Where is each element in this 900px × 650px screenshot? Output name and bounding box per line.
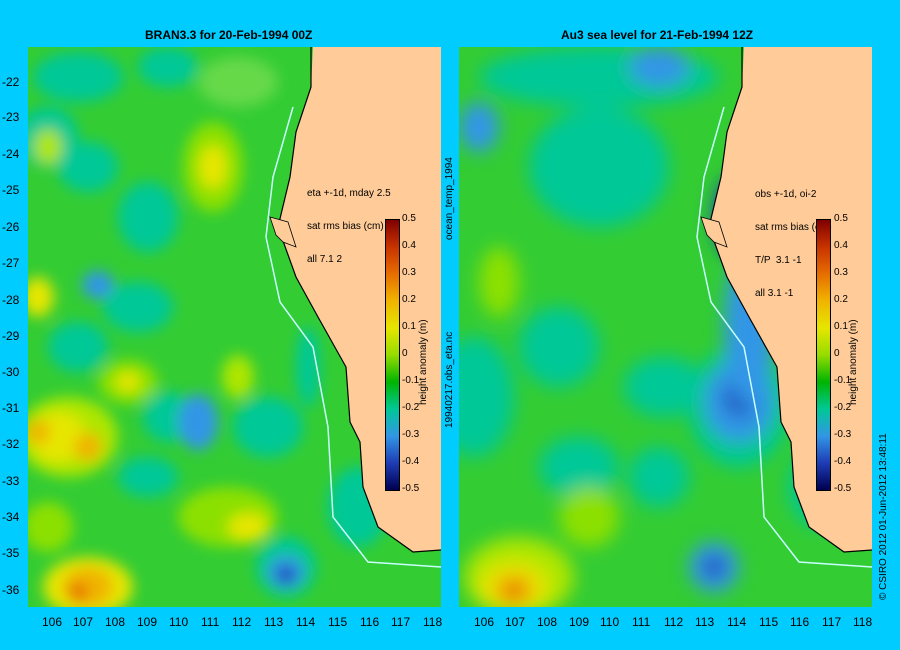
colorbar-tick: -0.2 (834, 402, 852, 413)
colorbar-tick: -0.5 (834, 483, 852, 494)
colorbar-tick: 0.4 (834, 240, 848, 251)
right-colorbar (816, 219, 831, 491)
lat-tick: -22 (2, 75, 20, 89)
right-note-line: T/P 3.1 -1 (755, 255, 802, 266)
colorbar-tick: 0 (402, 348, 408, 359)
right-colorbar-label: height anomaly (m) (848, 319, 859, 405)
lat-tick: -26 (2, 220, 20, 234)
lon-tick: 109 (569, 615, 590, 629)
colorbar-tick: -0.3 (402, 429, 420, 440)
right-map-panel (459, 47, 872, 607)
colorbar-tick: 0.2 (834, 294, 848, 305)
lat-tick: -24 (2, 147, 20, 161)
lon-tick: 116 (790, 615, 810, 629)
lon-tick: 118 (853, 615, 873, 629)
lat-tick: -35 (2, 546, 20, 560)
colorbar-tick: 0.5 (402, 213, 416, 224)
right-note-line: all 3.1 -1 (755, 288, 794, 299)
lon-tick: 106 (42, 615, 63, 629)
colorbar-tick: -0.1 (834, 375, 852, 386)
colorbar-tick: 0 (834, 348, 840, 359)
right-anomaly-map (459, 47, 872, 607)
left-note-line: all 7.1 2 (307, 254, 343, 265)
lon-tick: 108 (537, 615, 558, 629)
colorbar-tick: -0.5 (402, 483, 420, 494)
obs-file-label: 19940217.obs_eta.nc (444, 331, 455, 428)
colorbar-tick: -0.4 (834, 456, 852, 467)
colorbar-tick: 0.4 (402, 240, 416, 251)
colorbar-tick: -0.4 (402, 456, 420, 467)
lon-tick: 111 (632, 615, 651, 629)
lon-tick: 114 (296, 615, 316, 629)
lon-tick: 107 (73, 615, 94, 629)
colorbar-tick: 0.3 (402, 267, 416, 278)
lon-tick: 116 (360, 615, 380, 629)
lon-tick: 112 (232, 615, 252, 629)
lat-tick: -31 (2, 401, 20, 415)
lon-tick: 107 (505, 615, 526, 629)
right-note-line: obs +-1d, oi-2 (755, 189, 817, 200)
colorbar-tick: 0.3 (834, 267, 848, 278)
left-map-title: BRAN3.3 for 20-Feb-1994 00Z (145, 28, 313, 42)
colorbar-tick: -0.1 (402, 375, 420, 386)
lon-tick: 111 (201, 615, 220, 629)
lon-tick: 110 (600, 615, 620, 629)
right-map-title: Au3 sea level for 21-Feb-1994 12Z (561, 28, 754, 42)
lat-tick: -28 (2, 293, 20, 307)
lon-tick: 118 (423, 615, 443, 629)
lat-tick: -30 (2, 365, 20, 379)
lon-tick: 113 (695, 615, 715, 629)
lat-tick: -33 (2, 474, 20, 488)
lat-tick: -23 (2, 110, 20, 124)
lon-tick: 108 (105, 615, 126, 629)
colorbar-tick: -0.2 (402, 402, 420, 413)
lat-tick: -36 (2, 583, 20, 597)
colorbar-tick: 0.1 (834, 321, 848, 332)
left-note-line: eta +-1d, mday 2.5 (307, 188, 391, 199)
lon-tick: 109 (137, 615, 158, 629)
lon-tick: 113 (264, 615, 284, 629)
lon-tick: 114 (727, 615, 747, 629)
left-note-line: sat rms bias (cm) (307, 221, 384, 232)
lon-tick: 110 (169, 615, 189, 629)
lat-tick: -34 (2, 510, 20, 524)
colorbar-tick: 0.5 (834, 213, 848, 224)
colorbar-tick: -0.3 (834, 429, 852, 440)
lat-tick: -32 (2, 437, 20, 451)
lon-tick: 106 (474, 615, 495, 629)
left-colorbar (385, 219, 400, 491)
left-map-panel (28, 47, 441, 607)
lon-tick: 115 (759, 615, 779, 629)
left-colorbar-label: height anomaly (m) (418, 319, 429, 405)
left-anomaly-map (28, 47, 441, 607)
lat-tick: -29 (2, 329, 20, 343)
colorbar-tick: 0.1 (402, 321, 416, 332)
credit-label: © CSIRO 2012 01-Jun-2012 13:48:11 (878, 433, 889, 600)
colorbar-tick: 0.2 (402, 294, 416, 305)
lon-tick: 117 (391, 615, 411, 629)
lat-tick: -25 (2, 183, 20, 197)
left-stats-note: eta +-1d, mday 2.5 sat rms bias (cm) all… (307, 166, 391, 276)
lon-tick: 112 (664, 615, 684, 629)
lon-tick: 115 (328, 615, 348, 629)
model-file-label: ocean_temp_1994 (444, 157, 455, 240)
lon-tick: 117 (822, 615, 842, 629)
lat-tick: -27 (2, 256, 20, 270)
